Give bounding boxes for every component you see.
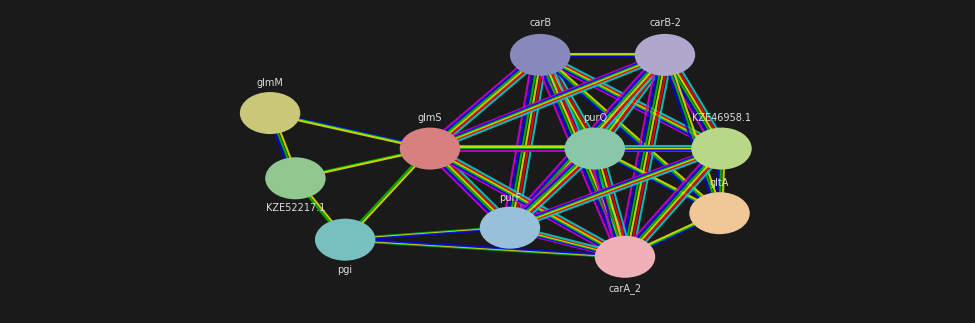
Ellipse shape xyxy=(689,192,750,234)
Text: gltA: gltA xyxy=(710,178,729,188)
Text: KZE46958.1: KZE46958.1 xyxy=(692,113,751,123)
Ellipse shape xyxy=(315,219,375,261)
Ellipse shape xyxy=(265,157,326,199)
Text: carB-2: carB-2 xyxy=(649,18,681,28)
Text: carA_2: carA_2 xyxy=(608,283,642,294)
Text: glmS: glmS xyxy=(417,113,443,123)
Text: pgi: pgi xyxy=(337,265,353,275)
Text: purF: purF xyxy=(499,193,521,203)
Text: purQ: purQ xyxy=(583,113,606,123)
Text: KZE52217.1: KZE52217.1 xyxy=(266,203,325,214)
Ellipse shape xyxy=(510,34,570,76)
Ellipse shape xyxy=(595,236,655,278)
Text: glmM: glmM xyxy=(256,78,284,88)
Ellipse shape xyxy=(480,207,540,249)
Ellipse shape xyxy=(400,128,460,170)
Ellipse shape xyxy=(635,34,695,76)
Text: carB: carB xyxy=(529,18,551,28)
Ellipse shape xyxy=(240,92,300,134)
Ellipse shape xyxy=(691,128,752,170)
Ellipse shape xyxy=(565,128,625,170)
